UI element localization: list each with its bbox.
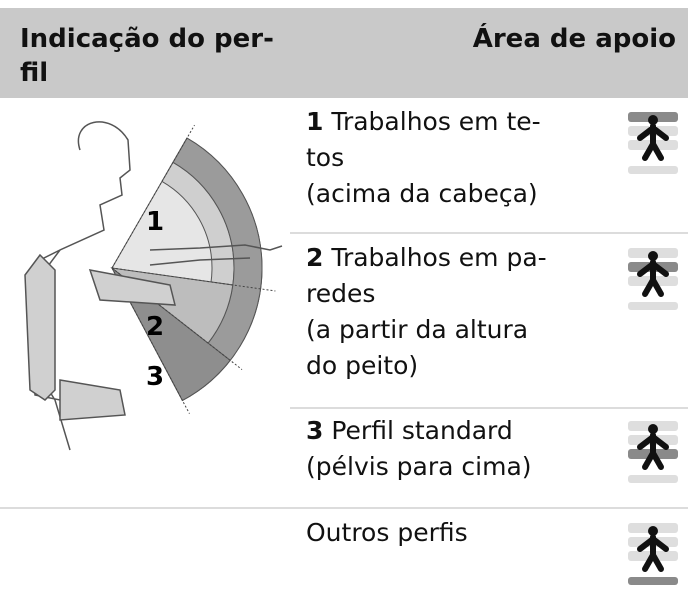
row: 2 Trabalhos em pa-redes (a partir da altu…	[306, 240, 606, 384]
row-line: 1 Trabalhos em te-	[306, 104, 606, 140]
row-number: 3	[306, 416, 324, 445]
row-line: 2 Trabalhos em pa-	[306, 240, 606, 276]
separator	[0, 507, 688, 509]
row-number: 1	[306, 107, 324, 136]
support-icon	[628, 523, 678, 585]
icon-body	[637, 432, 669, 470]
support-icon	[628, 248, 678, 310]
icon-head	[648, 251, 658, 261]
row: 3 Perfil standard (pélvis para cima)	[306, 413, 606, 485]
icon-bar	[628, 302, 678, 310]
illustration: 1 2 3	[24, 121, 283, 451]
row-text: Trabalhos em pa-	[331, 243, 547, 272]
region-label: 3	[146, 362, 164, 392]
row-text: Perfil standard	[331, 416, 513, 445]
icon-head	[648, 115, 658, 125]
person	[29, 121, 283, 451]
guide	[111, 267, 243, 370]
row: 1 Trabalhos em te-tos (acima da cabeça)	[306, 104, 606, 212]
region-label: 1	[146, 207, 164, 237]
row-line: redes	[306, 276, 606, 312]
row-text: tos	[306, 143, 345, 172]
icon-head	[648, 424, 658, 434]
icon-body	[637, 259, 669, 297]
row: Outros perfis	[306, 515, 606, 551]
row-line: 3 Perfil standard	[306, 413, 606, 449]
row-text: Trabalhos em te-	[331, 107, 541, 136]
row-line: tos	[306, 140, 606, 176]
icon-bar	[628, 577, 678, 585]
row-line: (a partir da altura	[306, 312, 606, 348]
row-line: Outros perfis	[306, 515, 606, 551]
header: Indicação do per-fil Área de apoio	[0, 8, 688, 98]
guide	[111, 124, 195, 269]
icon-bar	[628, 475, 678, 483]
row-line: (pélvis para cima)	[306, 449, 606, 485]
row-text: redes	[306, 279, 376, 308]
backpack	[24, 253, 176, 421]
support-icon	[628, 421, 678, 483]
row-text: Outros perfis	[306, 518, 468, 547]
row-text: (pélvis para cima)	[306, 452, 532, 481]
separator	[290, 407, 688, 409]
support-icon	[628, 112, 678, 174]
icon-head	[648, 526, 658, 536]
icon-body	[637, 123, 669, 161]
row-line: do peito)	[306, 348, 606, 384]
row-number: 2	[306, 243, 324, 272]
row-line: (acima da cabeça)	[306, 176, 606, 212]
row-text: (a partir da altura	[306, 315, 529, 344]
guide	[111, 267, 190, 414]
icon-bar	[628, 166, 678, 174]
icon-body	[637, 534, 669, 572]
row-text: (acima da cabeça)	[306, 179, 538, 208]
header-line: fil	[20, 58, 49, 88]
row-text: do peito)	[306, 351, 419, 380]
guide	[111, 267, 276, 292]
header-line: Indicação do per-	[20, 24, 274, 54]
region-label: 2	[146, 312, 164, 342]
header-left: Indicação do per-fil	[20, 22, 274, 90]
header-right: Área de apoio	[472, 24, 676, 54]
separator	[290, 232, 688, 234]
